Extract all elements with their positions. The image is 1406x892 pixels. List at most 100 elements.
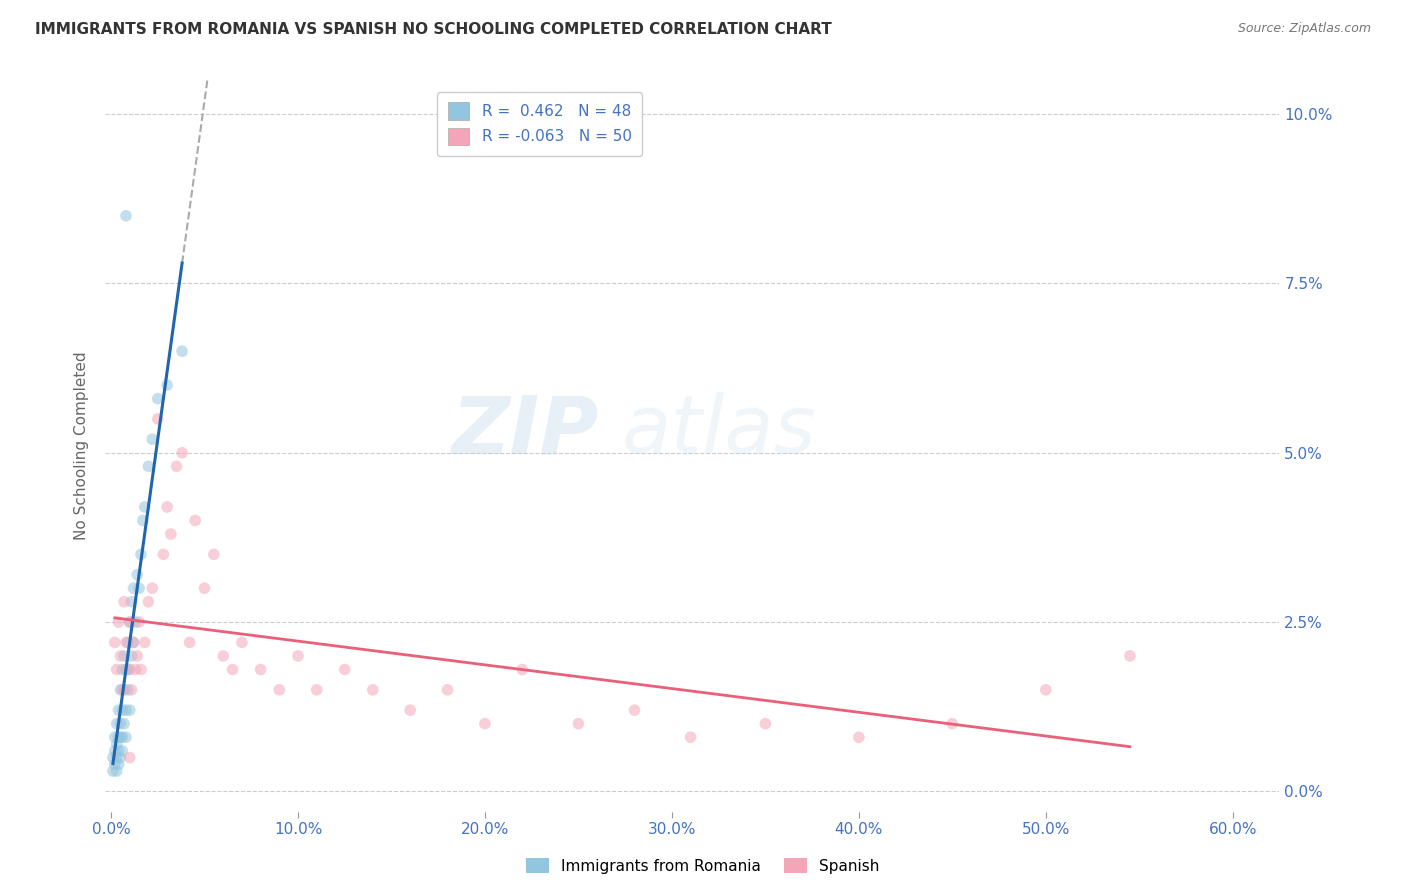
Point [249,663,271,677]
Point [134,635,156,649]
Text: ZIP: ZIP [451,392,599,470]
Point [269,682,291,697]
Point [105,663,128,677]
Point [117,663,139,677]
Point [107,757,129,772]
Point [111,744,134,758]
Point [122,581,145,595]
Point [127,567,149,582]
Point [160,527,183,541]
Legend: R =  0.462   N = 48, R = -0.063   N = 50: R = 0.462 N = 48, R = -0.063 N = 50 [437,92,643,156]
Point [112,716,135,731]
Point [122,635,145,649]
Point [193,581,215,595]
Point [138,459,160,474]
Point [128,615,150,629]
Y-axis label: No Schooling Completed: No Schooling Completed [75,351,90,541]
Point [111,730,134,744]
Point [101,750,124,764]
Point [361,682,384,697]
Point [146,392,169,406]
Point [399,703,422,717]
Point [231,635,253,649]
Point [110,716,132,731]
Point [122,635,145,649]
Point [1035,682,1057,697]
Point [115,635,138,649]
Point [104,730,127,744]
Point [567,716,589,731]
Point [202,547,225,561]
Point [110,682,132,697]
Point [104,757,127,772]
Text: atlas: atlas [621,392,817,470]
Text: IMMIGRANTS FROM ROMANIA VS SPANISH NO SCHOOLING COMPLETED CORRELATION CHART: IMMIGRANTS FROM ROMANIA VS SPANISH NO SC… [35,22,832,37]
Point [118,750,141,764]
Point [305,682,328,697]
Point [848,730,870,744]
Point [172,344,194,359]
Point [134,500,156,514]
Point [124,615,146,629]
Point [107,730,129,744]
Point [104,635,127,649]
Point [152,547,174,561]
Point [623,703,645,717]
Point [121,595,143,609]
Point [141,581,163,595]
Point [104,744,127,758]
Legend: Immigrants from Romania, Spanish: Immigrants from Romania, Spanish [520,852,886,880]
Point [221,663,243,677]
Point [333,663,356,677]
Point [117,635,139,649]
Point [146,412,169,426]
Point [115,663,138,677]
Point [141,432,163,446]
Point [156,378,179,392]
Point [679,730,702,744]
Point [105,750,128,764]
Point [105,737,128,751]
Point [117,682,139,697]
Point [118,615,141,629]
Point [112,595,135,609]
Point [110,648,132,663]
Point [105,716,128,731]
Point [101,764,124,778]
Point [166,459,188,474]
Point [118,663,141,677]
Point [110,750,132,764]
Point [121,682,143,697]
Text: Source: ZipAtlas.com: Source: ZipAtlas.com [1237,22,1371,36]
Point [118,703,141,717]
Point [115,703,138,717]
Point [754,716,776,731]
Point [1119,648,1142,663]
Point [156,500,179,514]
Point [129,663,152,677]
Point [107,703,129,717]
Point [112,648,135,663]
Point [111,682,134,697]
Point [111,703,134,717]
Point [111,663,134,677]
Point [941,716,963,731]
Point [115,209,138,223]
Point [110,730,132,744]
Point [287,648,309,663]
Point [179,635,201,649]
Point [128,581,150,595]
Point [172,446,194,460]
Point [107,744,129,758]
Point [121,648,143,663]
Point [474,716,496,731]
Point [184,514,207,528]
Point [112,682,135,697]
Point [107,615,129,629]
Point [132,514,155,528]
Point [115,730,138,744]
Point [512,663,534,677]
Point [138,595,160,609]
Point [124,663,146,677]
Point [118,615,141,629]
